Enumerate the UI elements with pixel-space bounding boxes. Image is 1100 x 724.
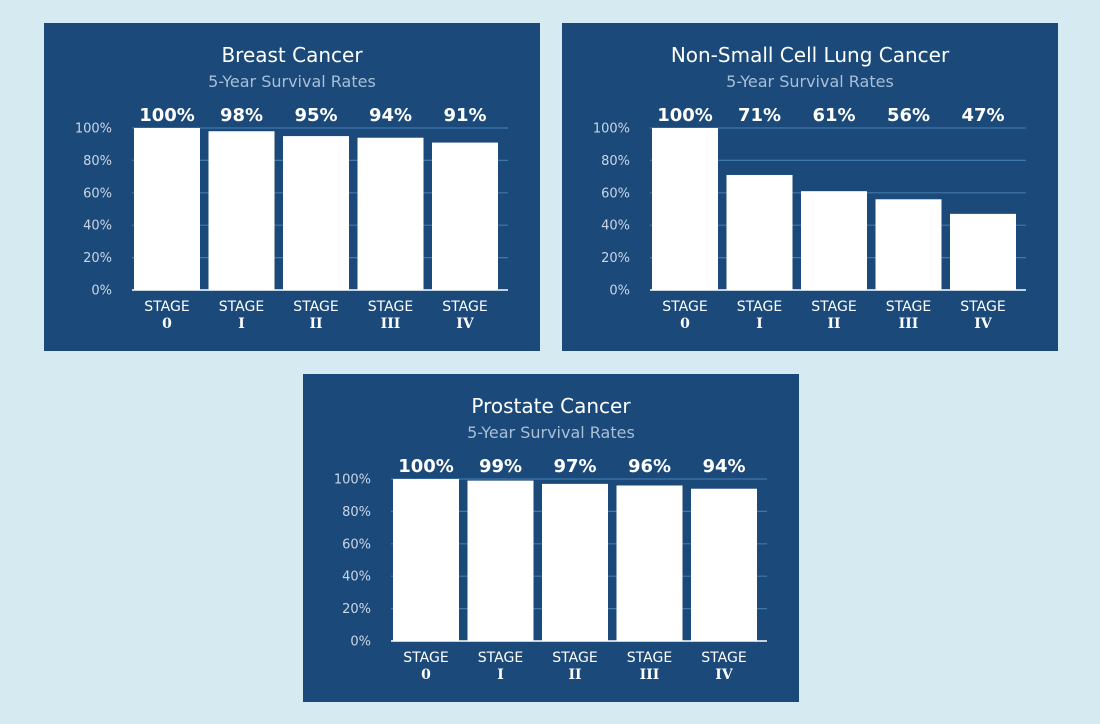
x-tick-label-stage: STAGE [886, 299, 931, 315]
y-tick-label: 20% [342, 602, 371, 617]
x-tick-label-numeral: III [899, 316, 919, 332]
y-tick-label: 100% [593, 122, 630, 137]
bar-chart-svg: Non-Small Cell Lung Cancer 5-Year Surviv… [593, 43, 1026, 332]
bar [726, 174, 793, 290]
chart-subtitle: 5-Year Survival Rates [208, 72, 376, 91]
data-label: 100% [398, 456, 454, 477]
data-label: 97% [553, 456, 596, 477]
bar [652, 128, 718, 290]
y-tick-label: 0% [91, 284, 112, 299]
chart-title: Breast Cancer [221, 43, 363, 67]
x-tick-label-stage: STAGE [478, 650, 523, 666]
data-label: 100% [139, 105, 195, 126]
x-tick-label-stage: STAGE [552, 650, 597, 666]
bar [134, 128, 200, 290]
bar [357, 137, 424, 290]
y-tick-label: 80% [342, 505, 371, 520]
y-tick-label: 60% [601, 186, 630, 201]
chart-subtitle: 5-Year Survival Rates [726, 72, 894, 91]
x-tick-label-stage: STAGE [442, 299, 487, 315]
chart-title: Non-Small Cell Lung Cancer [671, 43, 950, 67]
chart-subtitle: 5-Year Survival Rates [467, 423, 635, 442]
x-tick-label-numeral: I [497, 667, 504, 683]
x-tick-label-numeral: IV [715, 667, 734, 683]
bar [283, 136, 349, 290]
bar [875, 199, 942, 290]
x-tick-label-numeral: III [381, 316, 401, 332]
data-label: 98% [220, 105, 263, 126]
y-tick-label: 60% [342, 537, 371, 552]
data-label: 61% [812, 105, 855, 126]
bar [393, 479, 459, 641]
y-tick-label: 0% [609, 284, 630, 299]
x-tick-label-numeral: 0 [680, 316, 690, 332]
bar [950, 213, 1016, 290]
x-tick-label-numeral: IV [974, 316, 993, 332]
x-tick-label-stage: STAGE [219, 299, 264, 315]
x-tick-label-numeral: II [827, 316, 840, 332]
x-tick-label-stage: STAGE [627, 650, 672, 666]
bar [616, 485, 683, 641]
x-tick-label-stage: STAGE [293, 299, 338, 315]
bar [542, 483, 608, 641]
x-tick-label-stage: STAGE [701, 650, 746, 666]
y-tick-label: 40% [601, 219, 630, 234]
y-tick-label: 100% [75, 122, 112, 137]
bar-chart-svg: Prostate Cancer 5-Year Survival Rates 0%… [334, 394, 767, 683]
x-tick-label-stage: STAGE [737, 299, 782, 315]
x-tick-label-numeral: I [238, 316, 245, 332]
x-tick-label-numeral: 0 [162, 316, 172, 332]
y-tick-label: 80% [83, 154, 112, 169]
bar [432, 142, 498, 290]
x-tick-label-numeral: II [309, 316, 322, 332]
data-label: 91% [443, 105, 486, 126]
data-label: 94% [369, 105, 412, 126]
chart-panel-prostate-cancer: Prostate Cancer 5-Year Survival Rates 0%… [303, 374, 799, 702]
x-tick-label-numeral: II [568, 667, 581, 683]
bar-chart-svg: Breast Cancer 5-Year Survival Rates 0% 20… [75, 43, 508, 332]
data-label: 96% [628, 456, 671, 477]
y-tick-label: 20% [601, 251, 630, 266]
x-tick-label-stage: STAGE [403, 650, 448, 666]
bar [691, 488, 757, 641]
chart-panel-breast-cancer: Breast Cancer 5-Year Survival Rates 0% 20… [44, 23, 540, 351]
x-tick-label-numeral: I [756, 316, 763, 332]
y-tick-label: 20% [83, 251, 112, 266]
bar [467, 480, 534, 641]
x-tick-label-numeral: IV [456, 316, 475, 332]
chart-title: Prostate Cancer [471, 394, 631, 418]
x-tick-label-stage: STAGE [368, 299, 413, 315]
y-tick-label: 40% [83, 219, 112, 234]
bar [208, 131, 275, 290]
data-label: 99% [479, 456, 522, 477]
x-tick-label-stage: STAGE [960, 299, 1005, 315]
y-tick-label: 100% [334, 473, 371, 488]
data-label: 94% [702, 456, 745, 477]
x-tick-label-stage: STAGE [662, 299, 707, 315]
data-label: 100% [657, 105, 713, 126]
y-tick-label: 0% [350, 635, 371, 650]
x-tick-label-stage: STAGE [811, 299, 856, 315]
data-label: 95% [294, 105, 337, 126]
data-label: 47% [961, 105, 1004, 126]
x-tick-label-numeral: III [640, 667, 660, 683]
y-tick-label: 80% [601, 154, 630, 169]
data-label: 56% [887, 105, 930, 126]
y-tick-label: 40% [342, 570, 371, 585]
x-tick-label-numeral: 0 [421, 667, 431, 683]
bar [801, 191, 867, 290]
x-tick-label-stage: STAGE [144, 299, 189, 315]
data-label: 71% [738, 105, 781, 126]
y-tick-label: 60% [83, 186, 112, 201]
chart-panel-lung-cancer: Non-Small Cell Lung Cancer 5-Year Surviv… [562, 23, 1058, 351]
